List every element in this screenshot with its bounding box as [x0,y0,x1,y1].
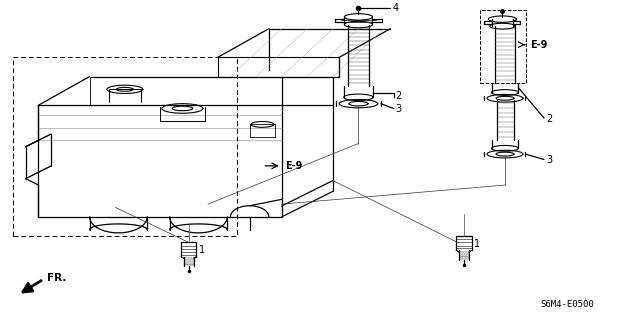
Text: 4: 4 [392,3,399,13]
Text: E-9: E-9 [530,40,547,50]
Text: 3: 3 [396,104,402,114]
Text: E-9: E-9 [285,161,302,171]
Text: 1: 1 [199,245,205,256]
Text: FR.: FR. [47,272,66,283]
Text: 1: 1 [474,239,481,249]
Text: S6M4-E0500: S6M4-E0500 [541,300,595,309]
Text: 2: 2 [546,114,552,124]
Text: 2: 2 [396,91,402,101]
Text: 3: 3 [546,155,552,165]
